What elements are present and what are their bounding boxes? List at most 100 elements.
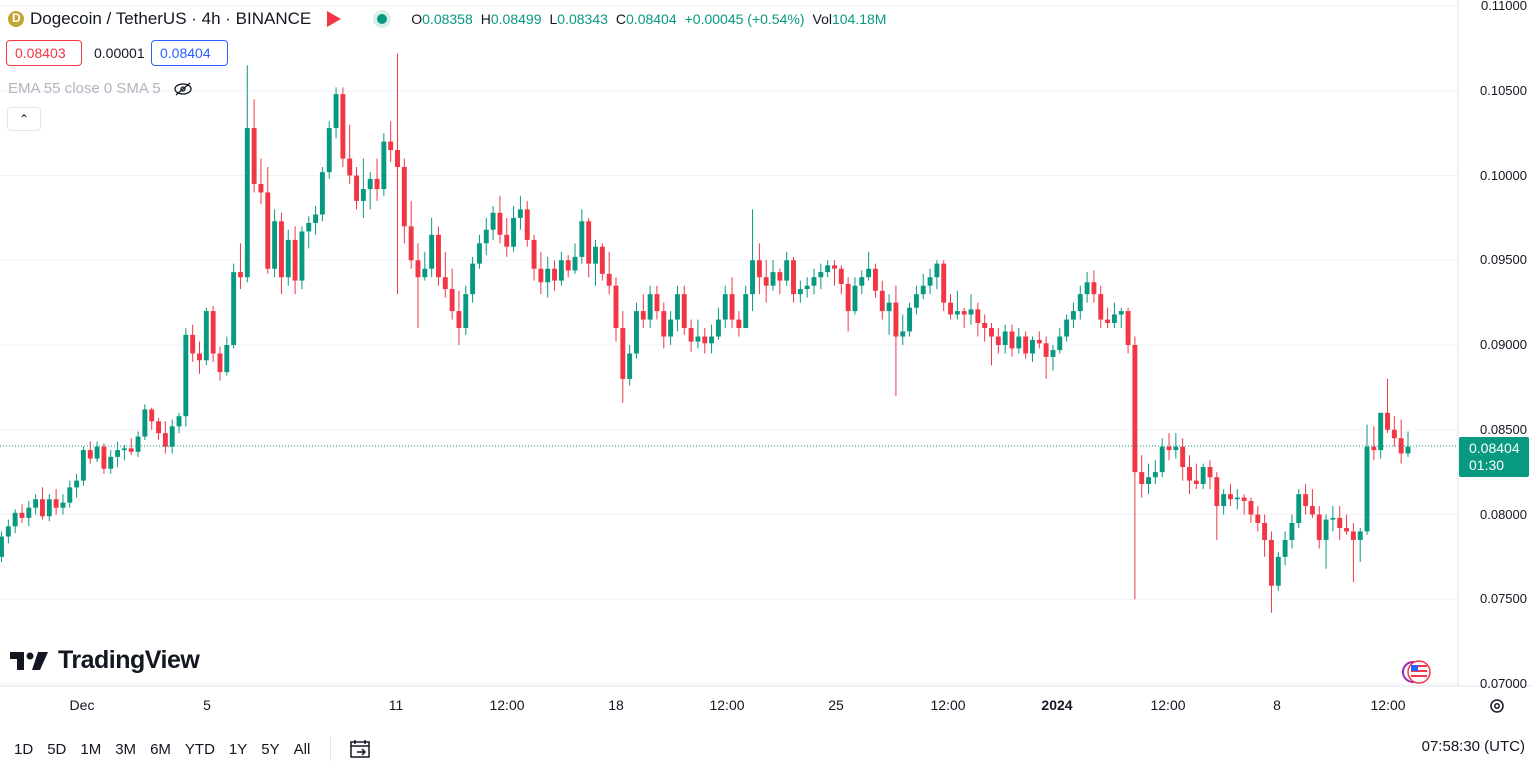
range-button-6m[interactable]: 6M: [150, 740, 171, 758]
range-button-1y[interactable]: 1Y: [228, 740, 248, 758]
candle-body: [142, 409, 148, 437]
candle-body: [285, 239, 291, 278]
candle: [818, 263, 824, 290]
candle-body: [1016, 336, 1022, 349]
candle: [1262, 514, 1268, 557]
candle: [961, 307, 967, 329]
candle: [442, 251, 448, 298]
candle: [770, 260, 776, 291]
candle-body: [1405, 446, 1411, 454]
buy-price-button[interactable]: 0.08404: [151, 40, 228, 66]
candle-body: [1303, 494, 1309, 507]
candle: [968, 294, 974, 325]
candle: [1316, 506, 1322, 549]
candle: [456, 290, 462, 345]
candle: [354, 167, 359, 210]
candle: [1275, 551, 1281, 591]
candle-body: [360, 189, 366, 201]
candle-body: [900, 331, 906, 337]
candle-body: [149, 409, 155, 422]
range-button-5d[interactable]: 5D: [47, 740, 67, 758]
candle-body: [422, 268, 428, 278]
candle: [620, 311, 626, 403]
candle: [87, 441, 93, 464]
candle: [94, 441, 100, 462]
candle-body: [463, 294, 469, 329]
price-tick-label: 0.08000: [1480, 506, 1527, 522]
watermark-text: TradingView: [58, 646, 200, 674]
candle: [190, 324, 196, 362]
utc-clock[interactable]: 07:58:30 (UTC): [1421, 738, 1525, 755]
candle: [490, 206, 496, 240]
candle-body: [1002, 331, 1008, 345]
indicator-label[interactable]: EMA 55 close 0 SMA 5: [8, 80, 161, 97]
collapse-legend-button[interactable]: ⌃: [7, 107, 41, 131]
candle-body: [408, 226, 414, 261]
flag-icon[interactable]: [327, 11, 342, 27]
range-button-1m[interactable]: 1M: [80, 740, 102, 758]
range-button-all[interactable]: All: [293, 740, 311, 758]
time-tick-label: 12:00: [1370, 697, 1406, 713]
candle-body: [1309, 506, 1315, 515]
candle-body: [183, 334, 189, 417]
calendar-goto-icon[interactable]: [349, 739, 373, 759]
candle: [40, 487, 45, 520]
candle-body: [797, 289, 803, 295]
market-status-icon[interactable]: [377, 14, 388, 24]
candle-body: [538, 268, 544, 283]
candle-body: [750, 260, 756, 295]
candle: [1344, 514, 1350, 535]
chevron-up-icon: ⌃: [18, 112, 30, 126]
candle-body: [1118, 311, 1124, 315]
candle: [1364, 424, 1370, 535]
candle: [121, 445, 127, 461]
symbol-title[interactable]: Dogecoin / TetherUS · 4h · BINANCE: [30, 9, 312, 28]
candle: [661, 302, 667, 349]
candle: [872, 263, 878, 298]
candle-body: [545, 268, 551, 283]
change-value: +0.00045 (+0.54%): [684, 11, 805, 27]
candle: [176, 412, 182, 434]
sell-price-button[interactable]: 0.08403: [6, 40, 82, 66]
tradingview-logo[interactable]: TradingView: [10, 646, 200, 675]
range-button-3m[interactable]: 3M: [115, 740, 137, 758]
candle: [654, 285, 660, 320]
candle: [511, 206, 517, 252]
range-button-ytd[interactable]: YTD: [184, 740, 215, 758]
time-tick-label: 12:00: [1150, 697, 1186, 713]
candle-body: [1132, 345, 1138, 473]
candle-body: [1077, 294, 1083, 312]
candle: [299, 226, 305, 290]
candle-body: [1105, 319, 1111, 323]
indicator-legend[interactable]: EMA 55 close 0 SMA 5: [8, 80, 193, 97]
candle: [517, 195, 523, 230]
candle-body: [777, 272, 783, 281]
candle-body: [333, 94, 339, 129]
time-tick-label: 5: [203, 697, 211, 713]
eye-hidden-icon[interactable]: [173, 82, 193, 96]
candle: [750, 209, 756, 312]
candle: [1180, 438, 1186, 481]
candle: [128, 438, 134, 456]
candle-body: [913, 294, 919, 308]
range-button-5y[interactable]: 5Y: [261, 740, 280, 758]
price-tick-label: 0.10000: [1480, 167, 1527, 183]
range-button-1d[interactable]: 1D: [14, 740, 34, 758]
candle: [1309, 489, 1315, 518]
candle-body: [33, 499, 39, 508]
candle-body: [60, 502, 66, 508]
candle: [1118, 307, 1124, 329]
candle: [1057, 328, 1063, 354]
candle: [1139, 455, 1145, 498]
candle-body: [278, 221, 284, 278]
candle: [1214, 472, 1220, 540]
settings-icon[interactable]: [1488, 697, 1506, 715]
candle-body: [374, 178, 380, 190]
candle: [886, 294, 892, 335]
candle: [866, 251, 872, 281]
candle: [1023, 331, 1029, 359]
candle-body: [927, 277, 933, 286]
us-flag-icon[interactable]: [1402, 658, 1432, 686]
candle: [422, 251, 428, 281]
